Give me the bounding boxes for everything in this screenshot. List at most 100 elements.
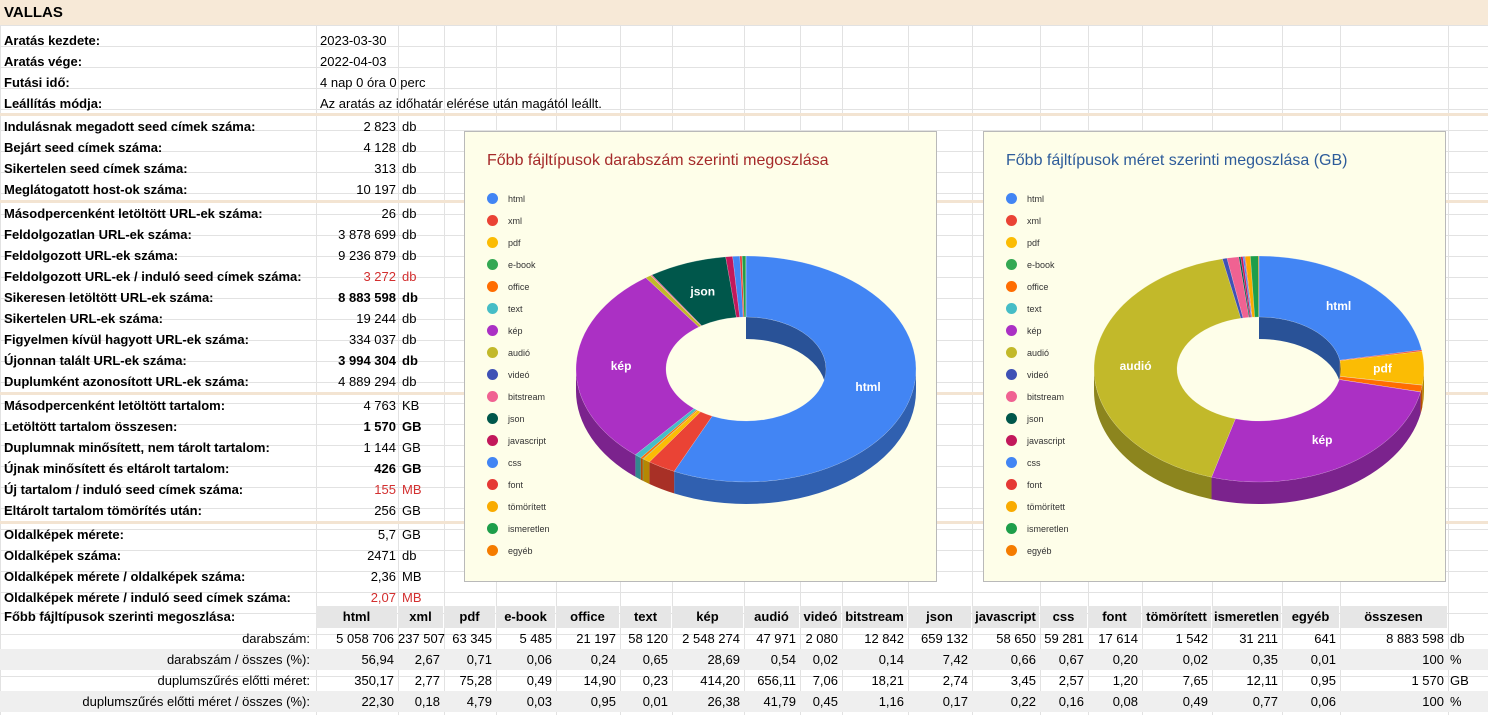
table-cell[interactable]: 0,08: [1112, 694, 1138, 709]
table-cell[interactable]: 656,11: [757, 673, 796, 688]
table-cell[interactable]: 0,23: [642, 673, 668, 688]
legend-entry[interactable]: text: [487, 298, 550, 320]
table-cell[interactable]: 4,79: [466, 694, 492, 709]
table-cell[interactable]: 237 507: [398, 631, 445, 646]
column-header-bitstream[interactable]: bitstream: [842, 606, 907, 628]
table-cell[interactable]: 1 570: [1411, 673, 1444, 688]
stat-row[interactable]: Indulásnak megadott seed címek száma: 2 8…: [0, 116, 1488, 137]
table-cell[interactable]: 14,90: [583, 673, 616, 688]
table-cell[interactable]: 100: [1422, 652, 1444, 667]
table-cell[interactable]: 659 132: [921, 631, 968, 646]
table-cell[interactable]: 414,20: [700, 673, 740, 688]
stat-row[interactable]: Feldolgozott URL-ek / induló seed címek …: [0, 266, 1488, 287]
table-cell[interactable]: 0,95: [590, 694, 616, 709]
legend-entry[interactable]: html: [487, 188, 550, 210]
table-cell[interactable]: 0,17: [942, 694, 968, 709]
table-cell[interactable]: 0,02: [1182, 652, 1208, 667]
stat-row[interactable]: Feldolgozott URL-ek száma: 9 236 879 db: [0, 245, 1488, 266]
legend-entry[interactable]: egyéb: [1006, 540, 1069, 562]
slice-css[interactable]: [1242, 256, 1253, 318]
slice-videó[interactable]: [1222, 257, 1244, 319]
table-cell[interactable]: 7,42: [942, 652, 968, 667]
legend-entry[interactable]: xml: [487, 210, 550, 232]
slice-e-book[interactable]: [1339, 376, 1423, 386]
stat-row[interactable]: Sikertelen seed címek száma: 313 db: [0, 158, 1488, 179]
legend-entry[interactable]: kép: [1006, 320, 1069, 342]
column-header-kép[interactable]: kép: [672, 606, 743, 628]
table-cell[interactable]: 0,18: [414, 694, 440, 709]
column-header-font[interactable]: font: [1088, 606, 1141, 628]
table-cell[interactable]: 2 080: [805, 631, 838, 646]
stat-row[interactable]: Oldalképek mérete / induló seed címek sz…: [0, 587, 1488, 608]
table-cell[interactable]: 0,03: [526, 694, 552, 709]
slice-tömörített[interactable]: [1245, 255, 1255, 318]
legend-entry[interactable]: javascript: [487, 430, 550, 452]
legend-entry[interactable]: bitstream: [1006, 386, 1069, 408]
slice-javascript[interactable]: [1240, 256, 1252, 318]
table-cell[interactable]: 0,02: [812, 652, 838, 667]
column-header-javascript[interactable]: javascript: [972, 606, 1039, 628]
legend-entry[interactable]: tömörített: [487, 496, 550, 518]
legend-entry[interactable]: html: [1006, 188, 1069, 210]
stat-row[interactable]: Meglátogatott host-ok száma: 10 197 db: [0, 179, 1488, 200]
legend-entry[interactable]: css: [1006, 452, 1069, 474]
slice-office[interactable]: [1338, 376, 1423, 393]
column-header-összesen[interactable]: összesen: [1340, 606, 1447, 628]
slice-audió[interactable]: [1093, 258, 1242, 478]
table-cell[interactable]: 56,94: [361, 652, 394, 667]
table-cell[interactable]: 58 120: [628, 631, 668, 646]
table-cell[interactable]: 5 058 706: [336, 631, 394, 646]
column-header-pdf[interactable]: pdf: [444, 606, 495, 628]
table-cell[interactable]: 59 281: [1044, 631, 1084, 646]
column-header-html[interactable]: html: [316, 606, 397, 628]
legend-entry[interactable]: text: [1006, 298, 1069, 320]
column-header-css[interactable]: css: [1040, 606, 1087, 628]
slice-kép[interactable]: [1211, 379, 1421, 483]
title-row[interactable]: VALLAS: [0, 0, 1488, 25]
slice-egyéb[interactable]: [1258, 255, 1260, 318]
table-cell[interactable]: 641: [1314, 631, 1336, 646]
table-cell[interactable]: 0,71: [466, 652, 492, 667]
column-header-json[interactable]: json: [908, 606, 971, 628]
legend-entry[interactable]: egyéb: [487, 540, 550, 562]
column-header-videó[interactable]: videó: [800, 606, 841, 628]
table-cell[interactable]: 0,06: [526, 652, 552, 667]
legend-entry[interactable]: font: [1006, 474, 1069, 496]
table-cell[interactable]: 7,06: [812, 673, 838, 688]
slice-json[interactable]: [651, 256, 737, 326]
stat-row[interactable]: Másodpercenként letöltött URL-ek száma: 2…: [0, 203, 1488, 224]
stat-row[interactable]: Bejárt seed címek száma: 4 128 db: [0, 137, 1488, 158]
count-donut-chart[interactable]: Főbb fájltípusok darabszám szerinti mego…: [464, 131, 937, 582]
table-cell[interactable]: 3,45: [1010, 673, 1036, 688]
stat-row[interactable]: Figyelmen kívül hagyott URL-ek száma: 334…: [0, 329, 1488, 350]
legend-entry[interactable]: bitstream: [487, 386, 550, 408]
table-cell[interactable]: 2,77: [414, 673, 440, 688]
slice-kép[interactable]: [575, 277, 700, 456]
stat-row[interactable]: Oldalképek mérete: 5,7 GB: [0, 524, 1488, 545]
table-cell[interactable]: 2 548 274: [682, 631, 740, 646]
table-cell[interactable]: 1,16: [878, 694, 904, 709]
table-cell[interactable]: 0,16: [1058, 694, 1084, 709]
stat-row[interactable]: Újonnan talált URL-ek száma: 3 994 304 db: [0, 350, 1488, 371]
table-cell[interactable]: 0,95: [1310, 673, 1336, 688]
table-cell[interactable]: 0,54: [770, 652, 796, 667]
legend-entry[interactable]: javascript: [1006, 430, 1069, 452]
table-cell[interactable]: 0,35: [1252, 652, 1278, 667]
table-cell[interactable]: 0,06: [1310, 694, 1336, 709]
table-cell[interactable]: 21 197: [576, 631, 616, 646]
table-cell[interactable]: 1 542: [1175, 631, 1208, 646]
legend-entry[interactable]: office: [487, 276, 550, 298]
table-cell[interactable]: 28,69: [707, 652, 740, 667]
table-cell[interactable]: 2,57: [1058, 673, 1084, 688]
table-cell[interactable]: 0,67: [1058, 652, 1084, 667]
legend-entry[interactable]: videó: [487, 364, 550, 386]
legend-entry[interactable]: kép: [487, 320, 550, 342]
legend-entry[interactable]: pdf: [487, 232, 550, 254]
table-cell[interactable]: 22,30: [361, 694, 394, 709]
legend-entry[interactable]: e-book: [487, 254, 550, 276]
column-header-tömörített[interactable]: tömörített: [1142, 606, 1211, 628]
table-cell[interactable]: 47 971: [756, 631, 796, 646]
slice-font[interactable]: [739, 255, 745, 318]
column-header-ismeretlen[interactable]: ismeretlen: [1212, 606, 1281, 628]
table-cell[interactable]: 0,66: [1010, 652, 1036, 667]
